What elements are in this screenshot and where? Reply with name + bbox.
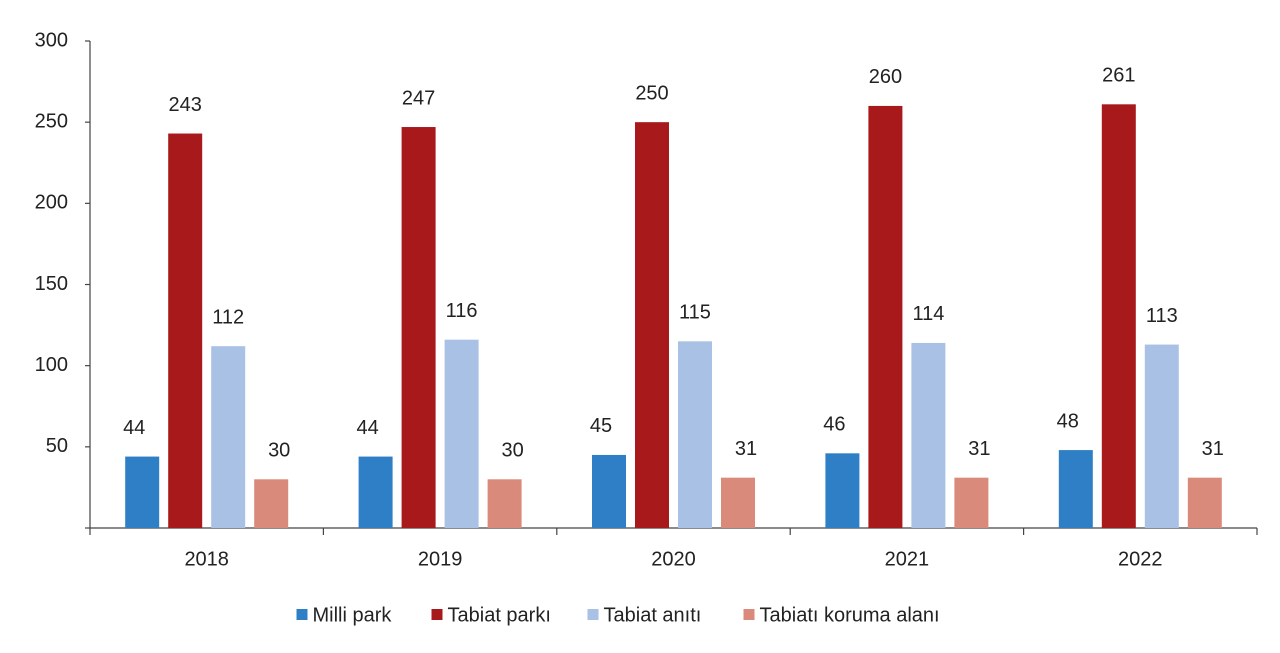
bar — [592, 454, 626, 528]
legend-label: Tabiatı koruma alanı — [760, 604, 940, 626]
y-tick-label: 150 — [35, 273, 68, 295]
y-tick-label: 100 — [35, 354, 68, 376]
value-label: 45 — [590, 415, 612, 437]
bar — [444, 339, 479, 528]
value-label: 260 — [869, 66, 902, 88]
y-tick-label: 300 — [35, 29, 68, 51]
value-label: 243 — [169, 94, 202, 116]
bar — [1187, 477, 1222, 528]
value-label: 113 — [1146, 305, 1178, 327]
value-label: 31 — [735, 438, 757, 460]
bar — [954, 477, 989, 528]
value-label: 31 — [1202, 438, 1224, 460]
value-label: 116 — [446, 300, 478, 322]
x-tick-label: 2018 — [184, 548, 229, 570]
legend-swatch — [587, 609, 599, 620]
value-label: 250 — [635, 82, 668, 104]
bar — [254, 479, 289, 528]
legend-swatch — [296, 609, 308, 620]
bar — [911, 342, 946, 528]
value-label: 261 — [1102, 65, 1135, 87]
bar — [401, 127, 436, 528]
y-tick-label: 250 — [35, 110, 68, 132]
x-tick-label: 2022 — [1118, 548, 1163, 570]
value-label: 44 — [356, 417, 378, 439]
legend-label: Tabiat anıtı — [604, 604, 702, 626]
bar — [721, 477, 755, 528]
bar — [1101, 104, 1136, 528]
x-tick-label: 2020 — [651, 548, 696, 570]
bar — [125, 456, 160, 528]
bar — [868, 105, 903, 528]
x-tick-label: 2019 — [418, 548, 463, 570]
bar — [825, 453, 860, 528]
bar — [678, 341, 712, 528]
value-label: 48 — [1057, 410, 1079, 432]
legend-label: Milli park — [313, 604, 393, 626]
bar — [211, 346, 246, 528]
bar — [168, 133, 203, 528]
x-tick-label: 2021 — [885, 548, 930, 570]
value-label: 44 — [123, 417, 145, 439]
value-label: 30 — [501, 440, 523, 462]
value-label: 31 — [968, 438, 990, 460]
value-label: 46 — [823, 414, 845, 436]
value-label: 114 — [912, 303, 944, 325]
bar — [1058, 450, 1093, 528]
legend-swatch — [743, 609, 755, 620]
value-label: 30 — [268, 440, 290, 462]
value-label: 115 — [679, 302, 711, 324]
bar — [1144, 344, 1179, 528]
value-label: 247 — [402, 87, 435, 109]
bar — [358, 456, 393, 528]
legend-swatch — [431, 609, 443, 620]
value-label: 112 — [212, 306, 244, 328]
y-tick-label: 200 — [35, 192, 68, 214]
bar — [487, 479, 522, 528]
legend-label: Tabiat parkı — [448, 604, 551, 626]
bar — [635, 122, 669, 529]
y-tick-label: 50 — [46, 435, 68, 457]
